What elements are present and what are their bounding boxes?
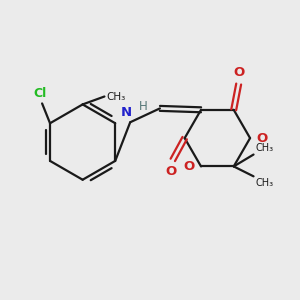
Text: CH₃: CH₃ bbox=[256, 178, 274, 188]
Text: O: O bbox=[256, 132, 267, 145]
Text: N: N bbox=[121, 106, 132, 119]
Text: H: H bbox=[139, 100, 148, 113]
Text: O: O bbox=[165, 165, 176, 178]
Text: Cl: Cl bbox=[34, 88, 47, 100]
Text: O: O bbox=[233, 66, 244, 79]
Text: CH₃: CH₃ bbox=[106, 92, 126, 101]
Text: CH₃: CH₃ bbox=[256, 142, 274, 153]
Text: O: O bbox=[184, 160, 195, 173]
